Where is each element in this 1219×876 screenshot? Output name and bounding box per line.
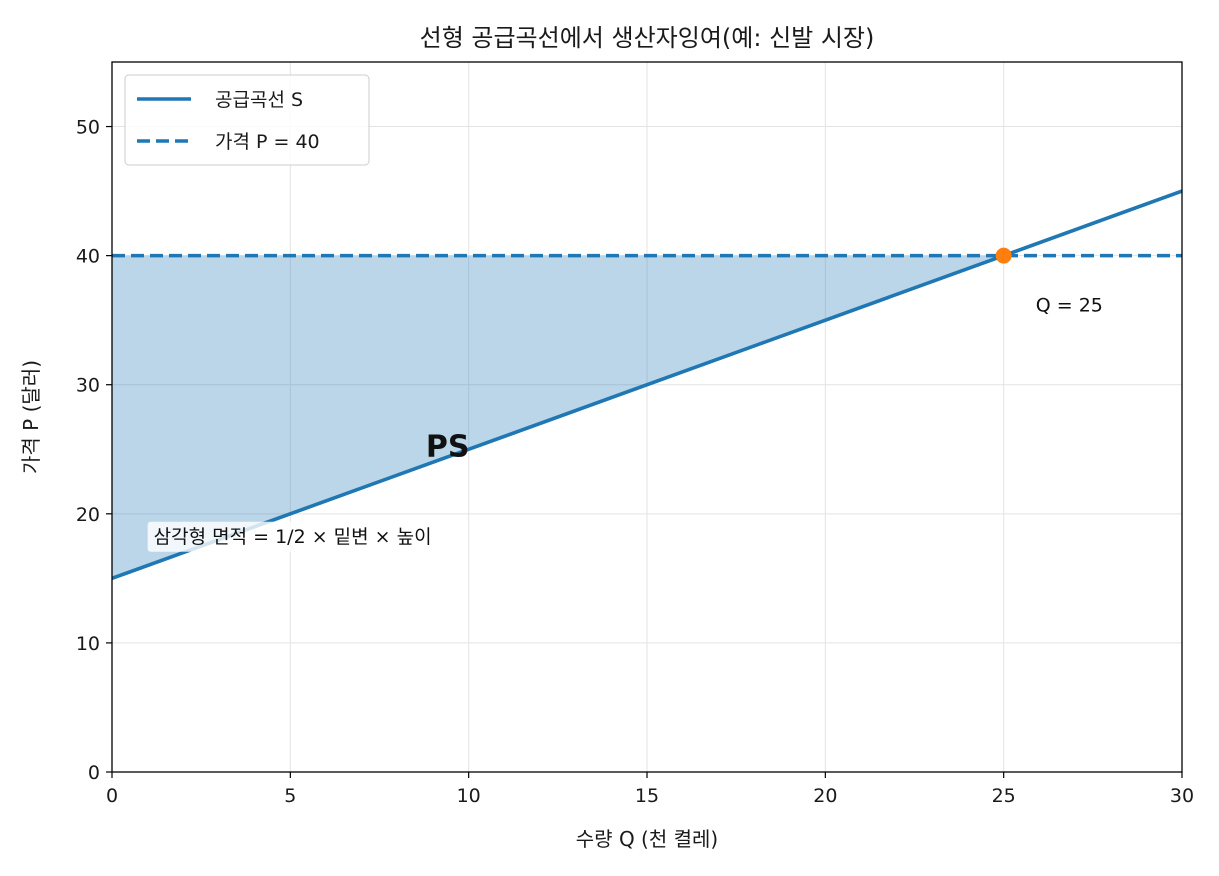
- y-tick-label: 0: [88, 762, 100, 784]
- y-tick-label: 10: [76, 633, 100, 655]
- x-tick-label: 10: [457, 785, 481, 807]
- chart-title: 선형 공급곡선에서 생산자잉여(예: 신발 시장): [420, 24, 875, 52]
- y-tick-label: 20: [76, 504, 100, 526]
- legend-label: 공급곡선 S: [215, 89, 303, 111]
- y-axis-ticks: 0 10 20 30 40 50: [76, 117, 112, 784]
- x-tick-label: 30: [1170, 785, 1194, 807]
- region-label: PS: [426, 429, 470, 464]
- y-tick-label: 40: [76, 246, 100, 268]
- x-tick-label: 15: [635, 785, 659, 807]
- x-tick-label: 5: [284, 785, 296, 807]
- y-tick-label: 30: [76, 375, 100, 397]
- area-note-background: [147, 521, 438, 552]
- legend: 공급곡선 S 가격 P = 40: [124, 74, 370, 166]
- marker-layer: [995, 247, 1012, 264]
- legend-label: 가격 P = 40: [215, 131, 320, 153]
- x-tick-label: 0: [106, 785, 118, 807]
- y-axis-label: 가격 P (달러): [19, 360, 43, 474]
- quantity-annotation: Q = 25: [1036, 295, 1103, 317]
- x-axis-ticks: 0 5 10 15 20 25 30: [106, 772, 1194, 807]
- equilibrium-point: [995, 247, 1012, 264]
- x-tick-label: 20: [813, 785, 837, 807]
- y-tick-label: 50: [76, 117, 100, 139]
- x-tick-label: 25: [992, 785, 1016, 807]
- x-axis-label: 수량 Q (천 켤레): [576, 827, 718, 851]
- annotation-layer: Q = 25 삼각형 면적 = 1/2 × 밑변 × 높이 PS: [147, 295, 1103, 552]
- area-note: 삼각형 면적 = 1/2 × 밑변 × 높이: [154, 526, 432, 548]
